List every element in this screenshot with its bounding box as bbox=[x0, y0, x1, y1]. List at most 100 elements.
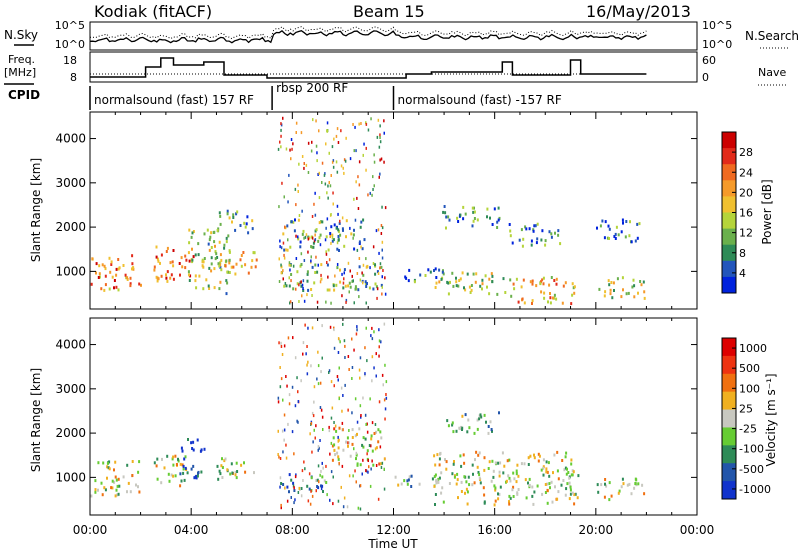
colorbar-tick-label: 24 bbox=[739, 166, 753, 179]
echo-cell bbox=[218, 287, 221, 291]
echo-speckle bbox=[315, 255, 317, 259]
echo-speckle bbox=[303, 299, 306, 303]
echo-cell bbox=[497, 206, 500, 210]
echo-cell bbox=[219, 214, 222, 218]
echo-cell bbox=[97, 276, 100, 279]
echo-cell bbox=[457, 284, 460, 288]
echo-cell bbox=[609, 292, 612, 296]
echo-speckle bbox=[379, 262, 382, 266]
echo-speckle bbox=[279, 239, 281, 243]
echo-speckle bbox=[367, 128, 370, 132]
echo-cell bbox=[104, 488, 107, 492]
echo-speckle bbox=[369, 191, 371, 195]
echo-cell bbox=[314, 271, 317, 274]
echo-cell bbox=[408, 268, 411, 272]
echo-speckle bbox=[300, 131, 303, 135]
echo-cell bbox=[444, 211, 447, 215]
echo-cell bbox=[564, 455, 567, 459]
echo-cell bbox=[489, 216, 491, 220]
echo-speckle bbox=[348, 474, 351, 478]
echo-cell bbox=[636, 222, 639, 226]
nave-top-tick: 60 bbox=[702, 54, 716, 67]
echo-cell bbox=[574, 492, 577, 496]
echo-cell bbox=[122, 264, 125, 267]
echo-cell bbox=[200, 470, 203, 474]
echo-speckle bbox=[333, 384, 335, 388]
echo-cell bbox=[542, 458, 545, 462]
echo-speckle bbox=[361, 472, 363, 476]
echo-speckle bbox=[378, 345, 380, 349]
echo-speckle bbox=[370, 444, 372, 448]
echo-speckle bbox=[354, 125, 356, 129]
echo-speckle bbox=[356, 328, 358, 332]
echo-cell bbox=[232, 213, 235, 217]
echo-speckle bbox=[348, 368, 350, 371]
echo-cell bbox=[542, 282, 545, 286]
noise-bottom-tick: 10^0 bbox=[55, 38, 85, 51]
x-tick-label: 00:00 bbox=[73, 523, 108, 537]
echo-cell bbox=[512, 495, 515, 498]
echo-cell bbox=[244, 263, 247, 267]
echo-speckle bbox=[277, 453, 279, 456]
echo-cell bbox=[456, 472, 459, 476]
echo-cell bbox=[251, 259, 254, 263]
echo-cell bbox=[634, 481, 637, 485]
echo-cell bbox=[547, 461, 550, 465]
echo-speckle bbox=[278, 257, 280, 261]
echo-cell bbox=[196, 474, 199, 478]
echo-speckle bbox=[279, 245, 281, 249]
echo-speckle bbox=[317, 173, 319, 176]
echo-cell bbox=[513, 477, 516, 481]
echo-cell bbox=[567, 471, 570, 474]
echo-speckle bbox=[330, 174, 332, 177]
freq-top-tick: 18 bbox=[63, 54, 77, 67]
echo-cell bbox=[596, 483, 599, 487]
echo-speckle bbox=[361, 271, 363, 275]
echo-cell bbox=[481, 287, 483, 291]
echo-speckle bbox=[303, 162, 305, 165]
echo-cell bbox=[311, 265, 314, 269]
echo-speckle bbox=[297, 190, 299, 193]
echo-speckle bbox=[322, 466, 324, 470]
echo-speckle bbox=[343, 496, 346, 500]
echo-cell bbox=[397, 483, 400, 487]
echo-cell bbox=[517, 474, 520, 478]
echo-cell bbox=[172, 277, 175, 281]
echo-cell bbox=[508, 223, 511, 226]
colorbar-swatch bbox=[722, 463, 736, 482]
echo-speckle bbox=[295, 234, 297, 238]
colorbar-swatch bbox=[722, 196, 736, 213]
echo-cell bbox=[243, 221, 246, 225]
echo-cell bbox=[476, 465, 479, 469]
x-tick-label: 20:00 bbox=[579, 523, 614, 537]
echo-cell bbox=[166, 279, 169, 283]
echo-cell bbox=[182, 464, 185, 468]
echo-speckle bbox=[297, 491, 300, 494]
echo-cell bbox=[550, 232, 553, 236]
echo-speckle bbox=[280, 345, 283, 348]
echo-cell bbox=[234, 470, 237, 474]
echo-cell bbox=[320, 220, 322, 224]
echo-cell bbox=[355, 453, 358, 457]
echo-speckle bbox=[332, 191, 334, 195]
echo-cell bbox=[165, 250, 168, 253]
echo-cell bbox=[565, 487, 568, 491]
echo-cell bbox=[169, 276, 172, 280]
echo-cell bbox=[229, 472, 232, 476]
echo-cell bbox=[550, 480, 553, 484]
echo-speckle bbox=[360, 415, 362, 419]
echo-cell bbox=[283, 248, 286, 252]
echo-speckle bbox=[383, 487, 386, 491]
echo-cell bbox=[569, 488, 572, 492]
echo-cell bbox=[308, 487, 311, 491]
echo-cell bbox=[448, 482, 451, 485]
echo-cell bbox=[109, 270, 112, 274]
echo-cell bbox=[289, 245, 292, 249]
echo-cell bbox=[195, 476, 198, 480]
echo-cell bbox=[468, 426, 471, 430]
echo-cell bbox=[366, 449, 369, 453]
echo-cell bbox=[214, 244, 216, 248]
echo-cell bbox=[438, 463, 441, 467]
echo-cell bbox=[494, 461, 497, 465]
echo-speckle bbox=[290, 279, 292, 283]
